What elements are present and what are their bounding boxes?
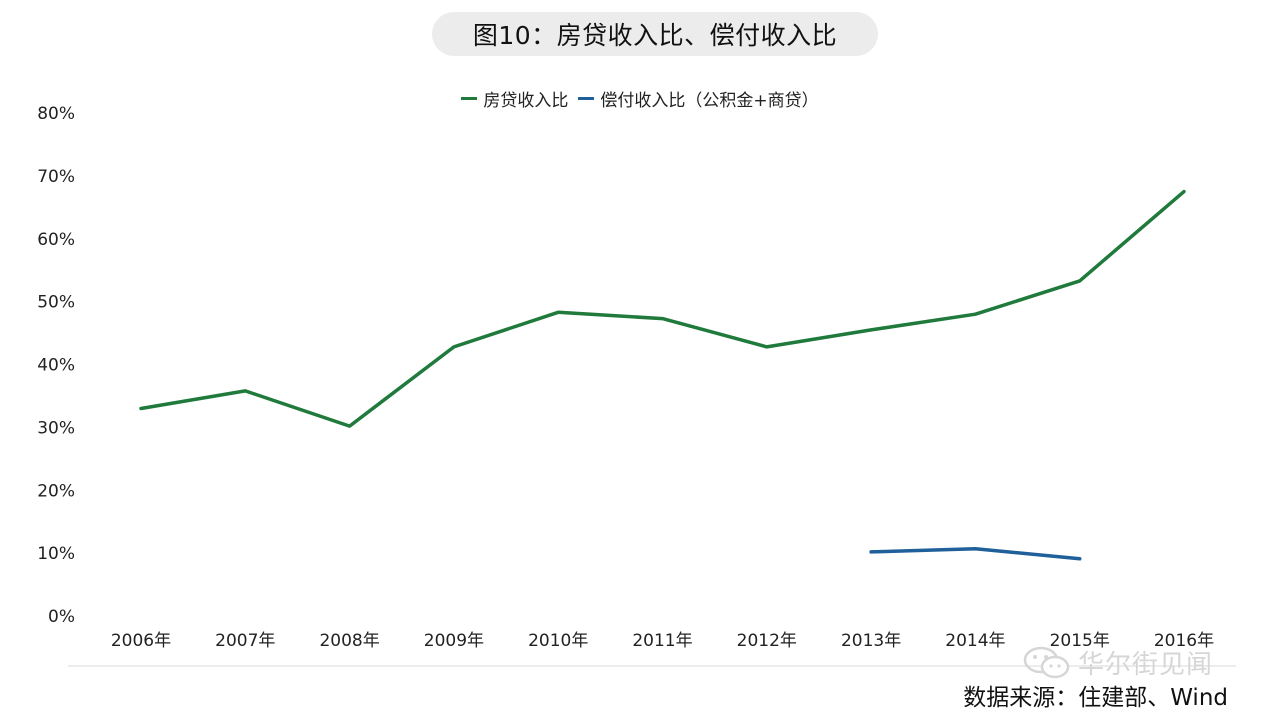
y-tick-label: 20% — [37, 481, 75, 501]
x-tick-label: 2013年 — [841, 631, 901, 651]
y-tick-label: 70% — [37, 167, 75, 187]
wechat-icon — [1023, 646, 1070, 678]
watermark: 华尔街见闻 — [1022, 644, 1213, 681]
legend: 房贷收入比 偿付收入比（公积金+商贷） — [0, 86, 1280, 111]
y-tick-label: 40% — [37, 356, 75, 376]
x-axis-ticks: 2006年 2007年 2008年 2009年 2010年 2011年 2012年 2013年… — [111, 631, 1214, 651]
y-tick-label: 60% — [37, 230, 75, 250]
x-tick-label: 2016年 — [1154, 631, 1214, 651]
x-tick-label: 2014年 — [945, 631, 1005, 651]
x-tick-label: 2008年 — [319, 631, 379, 651]
y-tick-label: 10% — [37, 544, 75, 564]
x-tick-label: 2009年 — [424, 631, 484, 651]
x-tick-label: 2011年 — [632, 631, 692, 651]
y-tick-label: 0% — [48, 607, 75, 627]
y-tick-label: 50% — [37, 293, 75, 313]
y-tick-label: 80% — [37, 104, 75, 124]
series-lines — [139, 189, 1186, 561]
legend-label-series-2: 偿付收入比（公积金+商贷） — [600, 91, 819, 111]
legend-swatch-series-1 — [461, 97, 478, 100]
source-note: 数据来源：住建部、Wind — [963, 685, 1228, 711]
chart-title: 图10：房贷收入比、偿付收入比 — [432, 12, 878, 56]
y-axis-ticks: 0% 10% 20% 30% 40% 50% 60% 70% 80% — [37, 104, 75, 627]
x-tick-label: 2010年 — [528, 631, 588, 651]
x-tick-label: 2015年 — [1050, 631, 1110, 651]
series-line-1 — [139, 189, 1186, 428]
y-tick-label: 30% — [37, 418, 75, 438]
x-tick-label: 2007年 — [215, 631, 275, 651]
legend-item-series-1: 房贷收入比 — [461, 86, 568, 111]
series-line-2 — [869, 546, 1082, 561]
x-tick-label: 2006年 — [111, 631, 171, 651]
legend-item-series-2: 偿付收入比（公积金+商贷） — [578, 86, 819, 111]
legend-label-series-1: 房贷收入比 — [483, 91, 569, 111]
watermark-text: 华尔街见闻 — [1078, 650, 1214, 680]
x-tick-label: 2012年 — [737, 631, 797, 651]
legend-swatch-series-2 — [578, 97, 595, 100]
